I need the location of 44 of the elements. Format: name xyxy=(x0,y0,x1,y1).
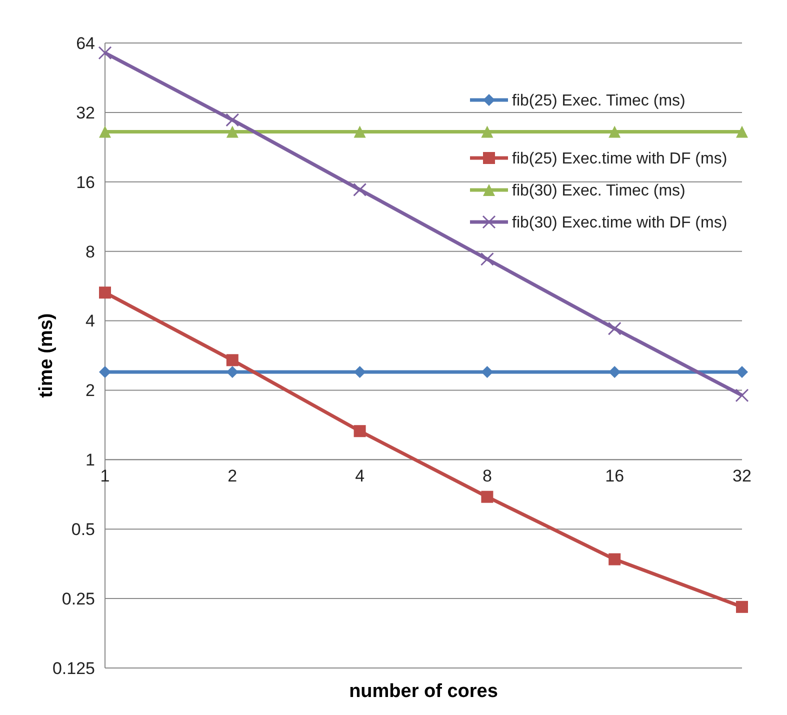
point xyxy=(608,126,621,138)
x-axis-title: number of cores xyxy=(349,681,498,702)
y-tick-label: 16 xyxy=(76,172,95,192)
y-tick-label: 32 xyxy=(76,103,95,122)
point xyxy=(481,126,494,138)
legend-label: fib(30) Exec.time with DF (ms) xyxy=(512,214,728,232)
point xyxy=(480,252,494,266)
point xyxy=(226,113,240,127)
point xyxy=(735,388,749,402)
point xyxy=(354,126,366,138)
point xyxy=(99,126,111,138)
y-tick-label: 64 xyxy=(76,34,95,53)
point xyxy=(99,366,111,378)
x-tick-label: 4 xyxy=(355,466,365,486)
point xyxy=(226,354,238,366)
y-tick-label: 2 xyxy=(86,381,95,400)
point xyxy=(736,600,748,613)
y-tick-label: 0.125 xyxy=(52,658,95,678)
point xyxy=(98,46,112,60)
y-axis-title: time (ms) xyxy=(36,313,57,398)
y-tick-label: 1 xyxy=(86,450,95,470)
y-tick-label: 8 xyxy=(86,242,95,262)
point xyxy=(353,182,367,196)
y-tick-label: 4 xyxy=(86,312,95,331)
x-tick-label: 8 xyxy=(482,466,492,486)
legend-label: fib(30) Exec. Timec (ms) xyxy=(512,182,686,200)
point xyxy=(354,425,366,438)
point xyxy=(608,553,621,566)
x-tick-label: 32 xyxy=(732,466,752,486)
point xyxy=(736,126,748,138)
point xyxy=(354,366,366,378)
x-tick-label: 2 xyxy=(228,466,238,486)
point xyxy=(481,366,494,378)
point xyxy=(481,490,494,503)
point xyxy=(608,322,622,336)
y-tick-label: 0.5 xyxy=(71,520,95,540)
legend-label: fib(25) Exec. Timec (ms) xyxy=(512,92,686,110)
point xyxy=(736,366,748,378)
y-tick-label: 0.25 xyxy=(62,590,95,609)
x-tick-label: 1 xyxy=(100,466,110,486)
point xyxy=(226,126,238,138)
point xyxy=(99,286,111,299)
legend-label: fib(25) Exec.time with DF (ms) xyxy=(512,150,728,168)
x-tick-label: 16 xyxy=(605,466,624,486)
